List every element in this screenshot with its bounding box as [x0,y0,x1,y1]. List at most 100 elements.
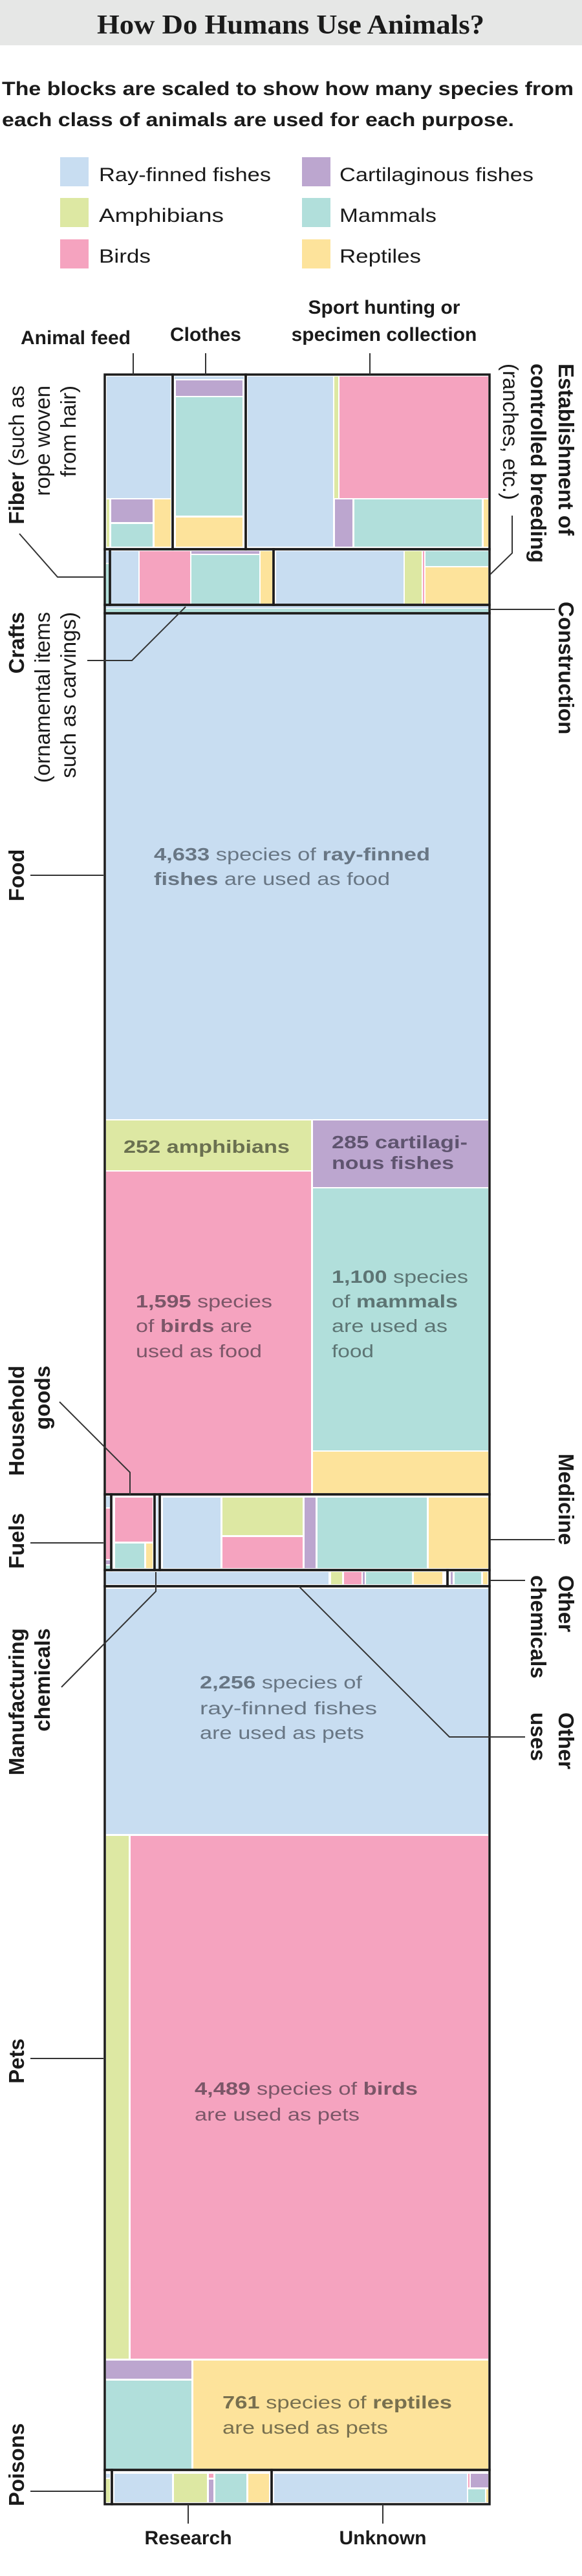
block-medicine-mammals [318,1498,427,1568]
block-sport-hunting-cartilaginous-fishes [335,499,352,547]
annotation-segment: 4,489 [195,2079,250,2099]
annotation-pets-birds-line-2: are used as pets [195,2104,360,2124]
block-crafts-birds [140,551,190,604]
block-sport-hunting-mammals [354,499,482,547]
subtitle-line-1: The blocks are scaled to show how many s… [2,78,574,100]
block-poisons-ray-finned-fishes [106,2474,110,2478]
annotation-food-mammals-line-1: 1,100 species [332,1267,468,1287]
block-poisons-amphibians [106,2479,110,2502]
annotation-food-ray-finned-fishes-line-1: 4,633 species of ray-finned [154,844,430,864]
label-crafts-line-3: such as carvings) [56,612,80,778]
block-sport-hunting-ray-finned-fishes [248,377,333,547]
annotation-segment: nous fishes [332,1153,454,1173]
label-segment: Construction [554,602,578,734]
label-clothes-line-1: Clothes [170,324,241,345]
block-sport-hunting-reptiles [484,499,488,547]
label-segment: Clothes [170,324,241,345]
label-segment: Medicine [554,1454,578,1545]
annotation-segment: are used as [332,1316,447,1336]
label-segment: Pets [5,2038,28,2084]
annotation-segment: 2,256 [200,1672,255,1692]
label-segment: Fiber [5,472,28,525]
annotation-segment: reptiles [372,2392,452,2412]
block-establishment-amphibians [405,551,422,604]
block-food-birds [106,1172,311,1493]
annotation-pets-ray-finned-fishes-line-1: 2,256 species of [200,1672,362,1692]
use-frame-unknown [270,2469,491,2505]
block-food-ray-finned-fishes [106,615,488,1119]
label-food-line-1: Food [5,849,28,902]
block-medicine-cartilaginous-fishes [305,1498,316,1568]
annotation-segment: species [387,1267,468,1287]
block-animal-feed-ray-finned-fishes [107,377,171,498]
annotation-segment: species [191,1291,272,1311]
label-segment: goods [30,1366,54,1430]
block-fuels-ray-finned-fishes [106,1496,110,1507]
label-segment: Research [144,2527,232,2549]
block-medicine-ray-finned-fishes [163,1498,221,1568]
title-bar [0,0,582,45]
annotation-pets-birds-line-1: 4,489 species of birds [195,2079,418,2099]
label-segment: Crafts [5,612,28,673]
label-construction-line-1: Construction [554,602,578,734]
label-pets-line-1: Pets [5,2038,28,2084]
label-segment: Manufacturing [5,1628,28,1775]
blocks [106,377,488,2502]
use-labels: Animal feed Clothes Sport hunting or specim… [5,297,578,2549]
annotation-food-birds-line-1: 1,595 species [136,1291,272,1311]
block-pets-cartilaginous-fishes [106,2361,191,2379]
block-crafts-ray-finned-fishes [111,551,138,604]
annotation-segment: species of [260,2392,373,2412]
annotation-segment: ray-finned [322,844,430,864]
block-crafts-reptiles [261,551,272,604]
block-research-birds [209,2474,213,2478]
block-fiber-ray-finned-fishes [106,551,109,563]
block-establishment-ray-finned-fishes [276,551,404,604]
block-construction-ray-finned-fishes [106,606,488,608]
annotation-pets-reptiles-line-1: 761 species of reptiles [222,2392,452,2412]
block-research-reptiles [248,2474,269,2502]
block-unknown-ray-finned-fishes [274,2474,467,2502]
label-establishment-line-2: controlled breeding [526,364,550,563]
block-sport-hunting-amphibians [334,377,338,498]
block-fiber-mammals [106,564,109,604]
label-crafts-line-2: (ornamental items [30,612,54,783]
block-other-chemicals-reptiles [414,1572,442,1584]
block-medicine-amphibians [222,1498,303,1535]
leader-line-household-goods [59,1401,131,1496]
block-pets-birds [131,1836,488,2359]
annotation-food-mammals-line-4: food [332,1341,374,1361]
annotation-segment: 1,595 [136,1291,191,1311]
label-segment: Food [5,849,28,902]
block-other-chemicals-cartilaginous-fishes [363,1572,365,1584]
legend-label-reptiles: Reptiles [339,246,421,267]
legend-label-birds: Birds [99,246,151,267]
annotation-food-amphibians-line-1: 252 amphibians [124,1137,290,1157]
label-household-goods-line-1: Household [5,1366,28,1476]
label-poisons-line-1: Poisons [5,2423,28,2506]
annotation-segment: are [214,1316,252,1336]
block-other-chemicals-mammals [366,1572,412,1584]
label-segment: controlled breeding [526,364,550,563]
label-segment: chemicals [30,1628,54,1732]
annotation-segment: species of [255,1672,362,1692]
legend: Ray-finned fishes Amphibians Birds Cartilag… [60,157,534,268]
leader-line-other-uses [298,1586,525,1738]
label-segment: Unknown [339,2527,427,2549]
block-research-ray-finned-fishes [114,2474,172,2502]
label-segment: Fuels [5,1513,28,1569]
label-other-chemicals-line-1: Other [554,1575,578,1632]
label-segment: specimen collection [292,324,477,345]
label-animal-feed-line-1: Animal feed [21,327,131,349]
label-manufacturing-chemicals-line-2: chemicals [30,1628,54,1732]
label-fiber-line-3: from hair) [56,386,80,477]
label-fiber-line-2: rope woven [30,386,54,496]
block-crafts-mammals [191,555,259,604]
annotation-pets-reptiles-line-2: are used as pets [222,2418,388,2438]
label-household-goods-line-2: goods [30,1366,54,1430]
block-unknown-birds [468,2474,469,2487]
label-segment: Household [5,1366,28,1476]
label-sport-hunting-line-1: Sport hunting or [308,297,460,318]
block-establishment-reptiles [426,567,488,604]
block-establishment-birds [423,551,424,604]
